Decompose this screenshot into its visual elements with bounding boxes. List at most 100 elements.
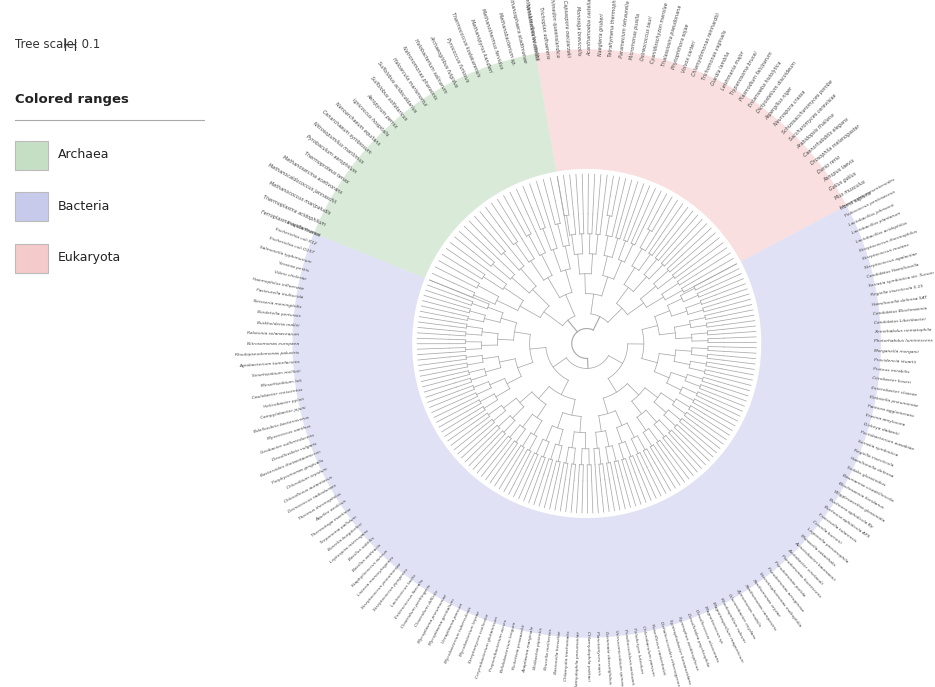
- Text: Xanthomonas campestris: Xanthomonas campestris: [743, 583, 777, 631]
- Text: Eukaryota: Eukaryota: [58, 251, 122, 264]
- Text: Bifidobacterium longum: Bifidobacterium longum: [499, 622, 517, 673]
- Text: Buchnera aphidicola Bp: Buchnera aphidicola Bp: [827, 497, 873, 528]
- Text: Morganella morganii: Morganella morganii: [874, 349, 919, 354]
- Text: Mus musculus: Mus musculus: [834, 179, 867, 201]
- Text: Desulfococcus oleovorans: Desulfococcus oleovorans: [694, 609, 719, 663]
- Text: Shigella flexneri: Shigella flexneri: [286, 221, 321, 238]
- Text: Thermotoga maritima: Thermotoga maritima: [311, 507, 352, 538]
- Text: Mycobacterium tuberculosis: Mycobacterium tuberculosis: [445, 606, 473, 664]
- Text: Thermoplasma acidophilum: Thermoplasma acidophilum: [262, 194, 325, 227]
- Text: Mycobacterium leprae: Mycobacterium leprae: [460, 610, 482, 657]
- Text: Dictyostelium discoideum: Dictyostelium discoideum: [756, 60, 798, 114]
- Text: Helicobacter pylori: Helicobacter pylori: [264, 397, 305, 409]
- Text: Buchnera aphidicola APS: Buchnera aphidicola APS: [823, 505, 870, 539]
- Text: Roseiflexus castenholzii: Roseiflexus castenholzii: [650, 623, 666, 675]
- Text: Clostridium difficile: Clostridium difficile: [415, 589, 440, 627]
- Text: Sodalis glossinidius: Sodalis glossinidius: [846, 465, 885, 486]
- Text: Volvox carteri: Volvox carteri: [681, 40, 698, 74]
- Text: Magnetococcus sp.: Magnetococcus sp.: [703, 605, 724, 644]
- Text: Methanocaldococcus jannaschii: Methanocaldococcus jannaschii: [267, 163, 337, 205]
- Text: Photorhabdus luminescens: Photorhabdus luminescens: [874, 339, 933, 344]
- Text: Caulobacter crescentus: Caulobacter crescentus: [252, 388, 303, 400]
- Text: Chlorobaculum parvum: Chlorobaculum parvum: [641, 625, 654, 676]
- Text: Saccharomyces cerevisiae: Saccharomyces cerevisiae: [788, 93, 838, 142]
- Text: Danio rerio: Danio rerio: [816, 155, 842, 174]
- Text: Coxiella burnetii: Coxiella burnetii: [812, 520, 842, 545]
- Text: Pasteurella multocida: Pasteurella multocida: [255, 289, 303, 300]
- Text: Magnetospirillum magneticum: Magnetospirillum magneticum: [711, 601, 744, 663]
- Text: Baumannia cicadellinicola: Baumannia cicadellinicola: [842, 473, 894, 503]
- Text: Thermoproteus tenax: Thermoproteus tenax: [303, 150, 350, 184]
- Text: Chlamydophila psittaci: Chlamydophila psittaci: [586, 631, 590, 681]
- Text: Francisella tularensis: Francisella tularensis: [817, 513, 856, 543]
- Text: Neurospora crassa: Neurospora crassa: [773, 90, 807, 127]
- Text: Colored ranges: Colored ranges: [15, 93, 129, 106]
- Text: Methanosarcina acetivorans: Methanosarcina acetivorans: [281, 154, 343, 194]
- Text: Providencia stuartii: Providencia stuartii: [874, 358, 916, 364]
- Text: Acinetobacter baumannii: Acinetobacter baumannii: [793, 541, 836, 582]
- Text: Paramecium tetraurelia: Paramecium tetraurelia: [619, 0, 631, 58]
- Text: Enterobacter cloacae: Enterobacter cloacae: [870, 385, 917, 396]
- Text: Chlamydomonas reinhardtii: Chlamydomonas reinhardtii: [691, 12, 721, 77]
- Text: Nitrosomonas europaea: Nitrosomonas europaea: [247, 342, 299, 346]
- Text: Brucella melitensis: Brucella melitensis: [544, 629, 553, 671]
- Text: Cyanidioschyzon merolae: Cyanidioschyzon merolae: [651, 2, 669, 64]
- Text: Drosophila melanogaster: Drosophila melanogaster: [810, 124, 861, 166]
- Text: Syntrophobacter fumaroxidans: Syntrophobacter fumaroxidans: [668, 618, 691, 684]
- Text: Streptococcus pyogenes: Streptococcus pyogenes: [373, 567, 410, 612]
- Text: Bacteria: Bacteria: [58, 200, 110, 212]
- Text: Gluconobacter oxydans: Gluconobacter oxydans: [727, 592, 756, 639]
- Text: Trichomonas vaginalis: Trichomonas vaginalis: [701, 30, 727, 81]
- Text: Anaplasma marginale: Anaplasma marginale: [522, 626, 535, 673]
- Text: Ferroplasma acidarmanus: Ferroplasma acidarmanus: [260, 210, 321, 238]
- Text: Ignicoccus hospitalis: Ignicoccus hospitalis: [351, 98, 389, 137]
- Text: Hamiltonella defensa: Hamiltonella defensa: [850, 456, 894, 479]
- Text: Trichoplax adhaerens: Trichoplax adhaerens: [538, 6, 550, 59]
- Text: Lactobacillus johnsonii: Lactobacillus johnsonii: [848, 203, 895, 227]
- Text: Blochmannia floridanus: Blochmannia floridanus: [838, 482, 884, 510]
- Polygon shape: [293, 205, 881, 638]
- Text: Escherichia coli K12: Escherichia coli K12: [275, 227, 317, 246]
- Text: Corynebacterium glutamicum: Corynebacterium glutamicum: [475, 616, 499, 679]
- Text: Rhodopseudomonas palustris: Rhodopseudomonas palustris: [235, 351, 299, 357]
- Text: Azotobacter vinelandii: Azotobacter vinelandii: [786, 548, 824, 585]
- Text: Myxococcus xanthus: Myxococcus xanthus: [267, 424, 311, 441]
- Polygon shape: [314, 54, 556, 278]
- Text: Bordetella pertussis: Bordetella pertussis: [256, 310, 300, 318]
- Text: Trypanosoma brucei: Trypanosoma brucei: [729, 51, 759, 96]
- Text: Chloroflexus aurantiacus: Chloroflexus aurantiacus: [283, 475, 333, 504]
- Text: Wolbachia pipientis: Wolbachia pipientis: [533, 627, 544, 671]
- Text: Rickettsia prowazekii: Rickettsia prowazekii: [511, 624, 525, 670]
- Text: Natronomonas pharaonis: Natronomonas pharaonis: [401, 45, 438, 100]
- Text: Naegleria gruberi: Naegleria gruberi: [597, 13, 605, 56]
- FancyBboxPatch shape: [15, 192, 48, 221]
- Text: Citrobacter koseri: Citrobacter koseri: [872, 376, 912, 385]
- Text: Streptococcus mutans: Streptococcus mutans: [861, 243, 909, 262]
- Text: Planctomyces maris: Planctomyces maris: [596, 631, 601, 675]
- Text: Archaea: Archaea: [58, 148, 109, 161]
- Text: Mycoplasma genitalium: Mycoplasma genitalium: [429, 598, 456, 646]
- Text: Entamoeba histolytica: Entamoeba histolytica: [747, 60, 783, 108]
- Text: Mycoplasma pneumoniae: Mycoplasma pneumoniae: [417, 594, 448, 644]
- Text: Neisseria meningitidis: Neisseria meningitidis: [252, 299, 301, 309]
- Text: Gallus gallus: Gallus gallus: [828, 171, 857, 192]
- Text: Streptococcus pneumoniae: Streptococcus pneumoniae: [361, 562, 402, 610]
- Text: Lactococcus lactis: Lactococcus lactis: [390, 574, 417, 607]
- Text: Pyrobaculum aerophilum: Pyrobaculum aerophilum: [305, 134, 357, 174]
- Text: Homo sapiens: Homo sapiens: [840, 190, 872, 211]
- Text: Pseudomonas fluorescens: Pseudomonas fluorescens: [780, 554, 821, 598]
- Text: Nitrosopumilus maritimus: Nitrosopumilus maritimus: [312, 121, 365, 165]
- Text: Giardia lamblia: Giardia lamblia: [711, 50, 731, 86]
- Text: Leishmania major: Leishmania major: [720, 50, 745, 91]
- Text: Schizosaccharomyces pombe: Schizosaccharomyces pombe: [781, 78, 833, 135]
- Text: Sulfolobus acidocaldarius: Sulfolobus acidocaldarius: [376, 61, 417, 114]
- Text: Pelodictyon luteolum: Pelodictyon luteolum: [632, 627, 643, 673]
- Text: Serratia symbiotica: Serratia symbiotica: [856, 439, 898, 458]
- Text: Chlamydia trachomatis: Chlamydia trachomatis: [565, 631, 571, 682]
- Text: Geobacter sulfurreducens: Geobacter sulfurreducens: [260, 433, 314, 455]
- Text: Klebsiella pneumoniae: Klebsiella pneumoniae: [870, 394, 919, 408]
- Text: Bacillus subtilis: Bacillus subtilis: [348, 536, 376, 562]
- Text: Yersinia pestis: Yersinia pestis: [278, 261, 309, 273]
- Text: Streptococcus agalactiae: Streptococcus agalactiae: [864, 252, 918, 271]
- Text: Xenorhabdus nematophila: Xenorhabdus nematophila: [874, 328, 932, 335]
